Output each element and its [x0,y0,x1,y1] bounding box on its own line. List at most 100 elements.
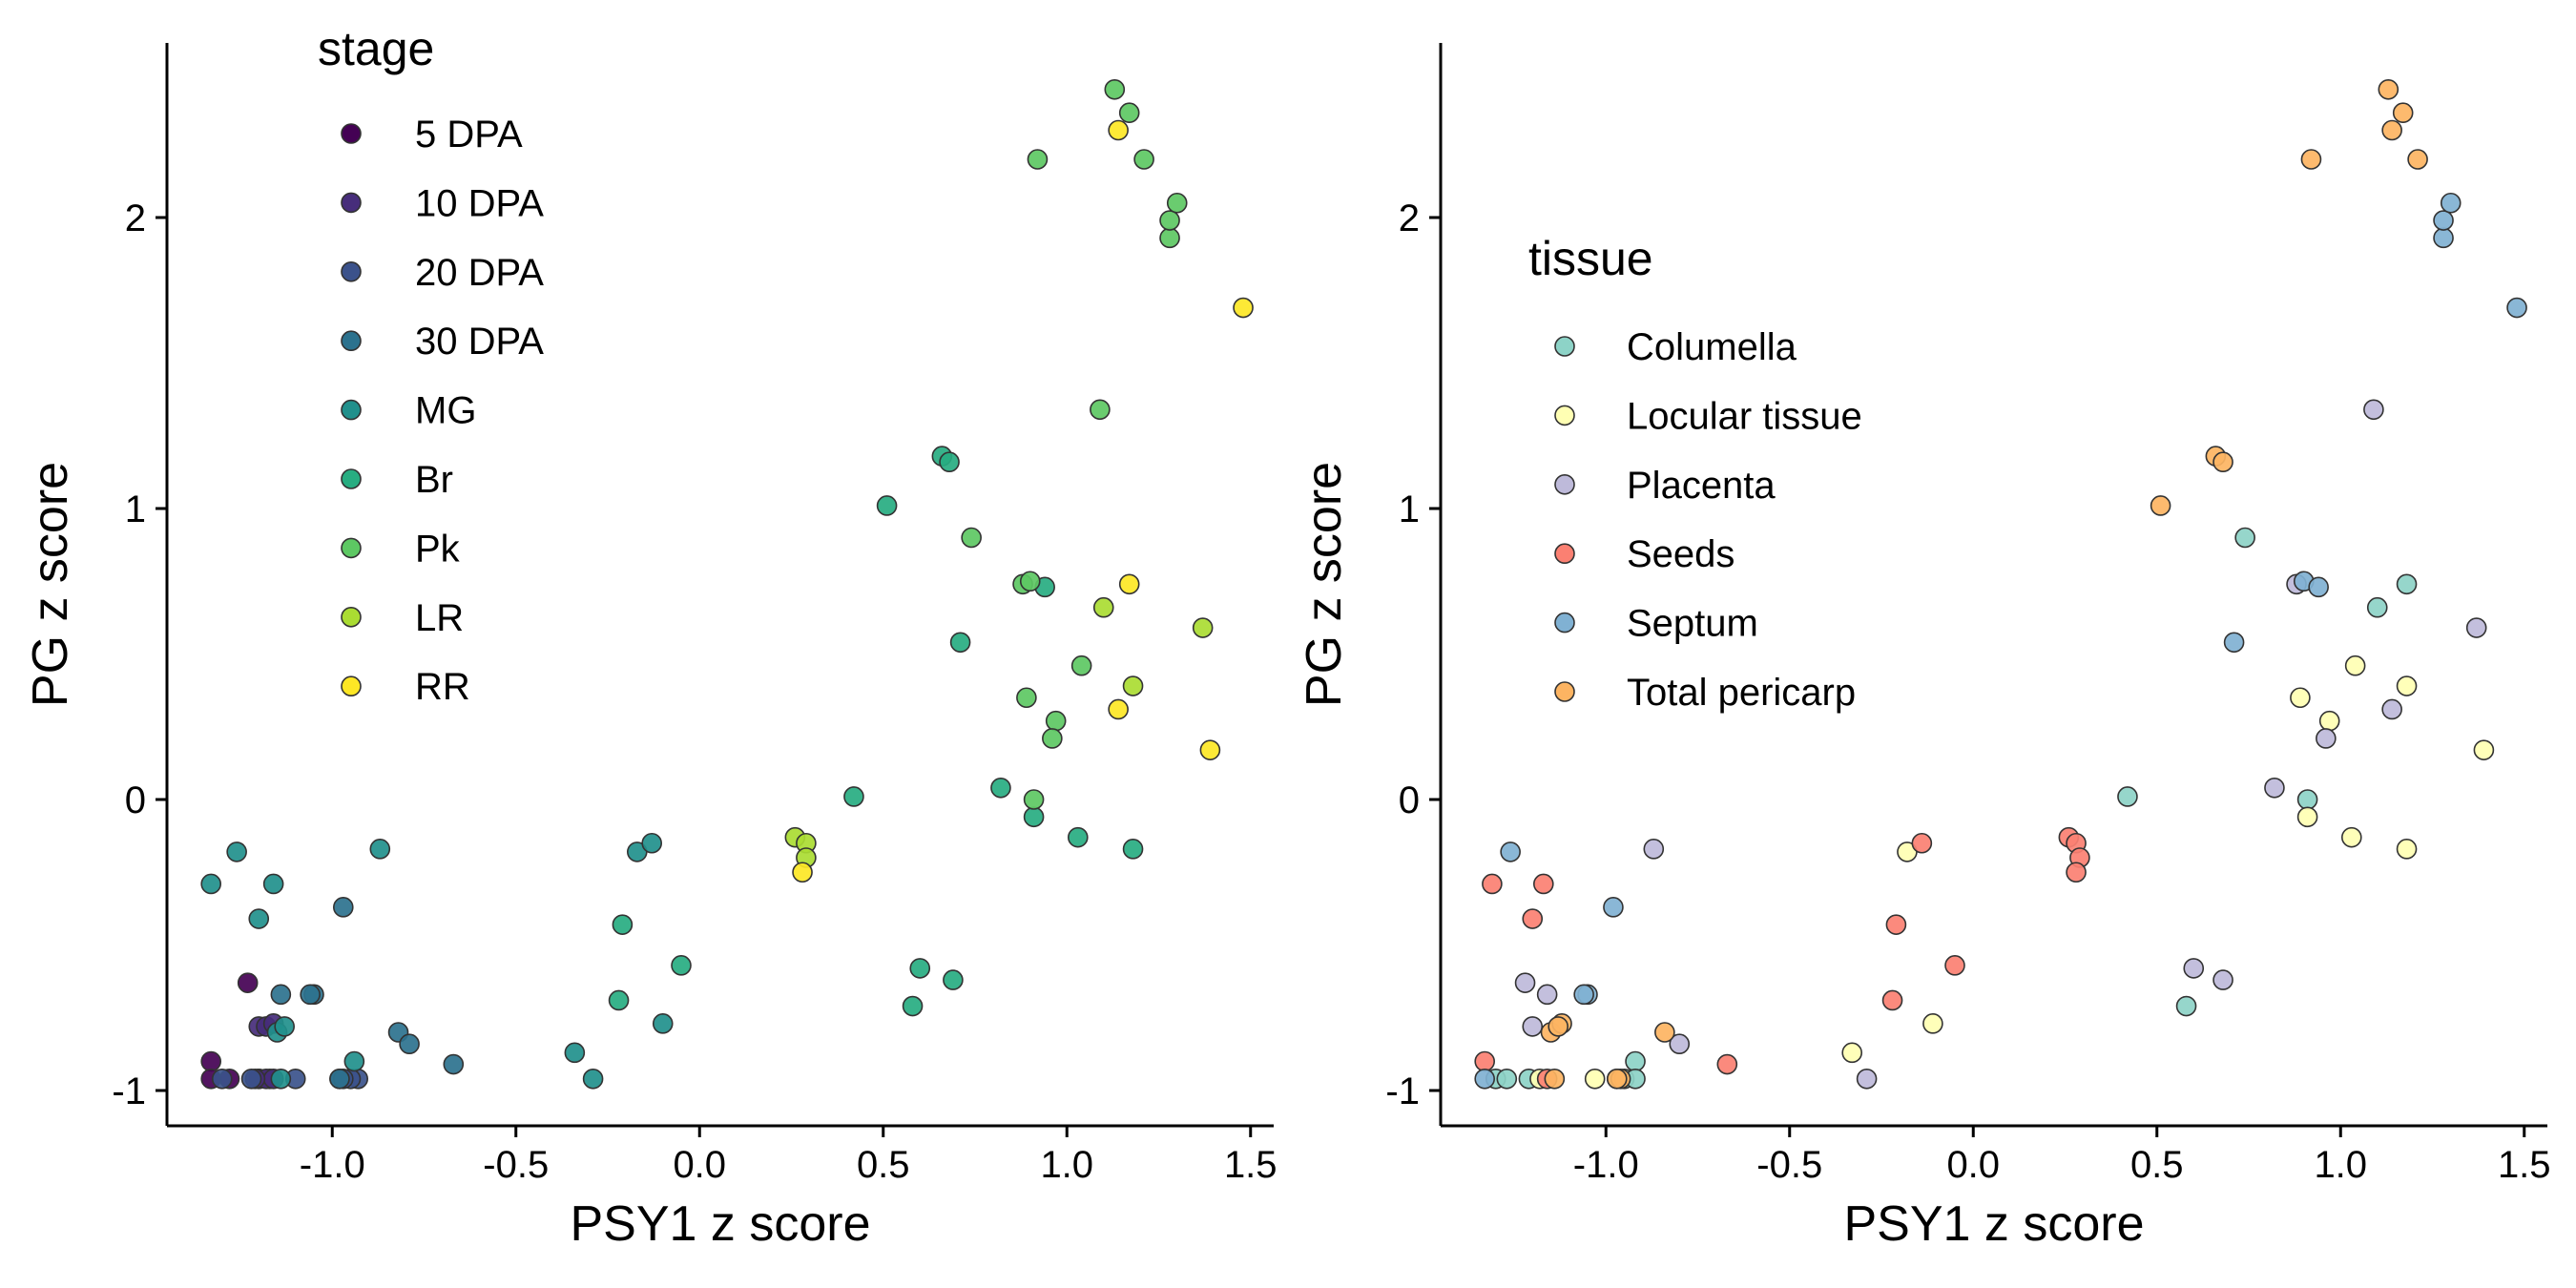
legend-label: 5 DPA [415,114,523,156]
data-point [2296,789,2318,810]
data-point [1159,227,1180,249]
data-point [1166,192,1188,214]
data-point [2150,495,2171,516]
data-point [237,972,259,993]
series-total-pericarp [1540,79,2428,1090]
data-point [2396,675,2418,696]
data-point [2407,149,2428,170]
legend-key [341,399,362,421]
data-point [2300,149,2322,170]
data-point [1625,1050,1646,1072]
series-pk [961,79,1188,810]
data-point [1643,839,1665,860]
data-point [300,984,321,1006]
data-point [1716,1053,1738,1075]
data-point [443,1053,465,1075]
data-point [2316,728,2337,749]
data-point [608,989,630,1011]
data-point [612,914,634,935]
data-point [1090,399,1111,421]
data-point [369,839,391,860]
data-point [582,1069,604,1090]
panel-tissue: -1.0 -0.5 0.0 0.5 1.0 1.5 -1 0 1 2 PSY1 z score PG … [1297,43,2551,1252]
data-point [329,1069,350,1090]
data-point [1514,972,1536,993]
data-point [2264,777,2285,799]
data-point [1122,675,1144,696]
series-locular-tissue [1529,654,2495,1090]
series-seeds [1474,826,2090,1090]
x-tick-label: 1.5 [2498,1144,2551,1186]
data-point [1159,210,1180,231]
data-point [1922,1013,1943,1034]
data-point [1092,596,1114,618]
legend-key [1554,336,1575,357]
data-point [2392,102,2414,123]
legend-label: Seeds [1627,533,1735,575]
legend-key [341,675,362,697]
data-point [1482,873,1503,895]
x-tick-label: 0.5 [857,1144,910,1186]
data-point [990,777,1011,799]
data-point [1199,739,1221,760]
data-point [961,527,982,549]
x-tick-label: 0.0 [673,1144,726,1186]
data-point [226,841,247,862]
data-point [2440,192,2462,214]
data-point [2183,958,2205,979]
data-point [2344,654,2366,676]
legend-label: Br [415,459,453,501]
legend-label: MG [415,390,476,432]
series-rr [792,119,1254,883]
data-point [262,873,284,895]
y-tick-label: 1 [1399,488,1420,530]
data-point [909,958,931,979]
data-point [1496,1069,1518,1090]
legend-label: Septum [1627,603,1758,645]
data-point [1856,1069,1878,1090]
x-tick-label: 0.0 [1946,1144,2000,1186]
legend-key [341,330,362,352]
data-point [200,1050,221,1072]
data-point [652,1013,674,1034]
legend-key [1554,405,1575,426]
legend-title: stage [318,22,434,75]
series-30-dpa [270,897,465,1090]
data-point [248,908,270,929]
x-tick-label: 1.0 [1040,1144,1093,1186]
legend-label: 10 DPA [415,182,544,224]
legend-label: RR [415,666,470,708]
data-point [1500,841,1521,862]
data-point [2290,687,2311,709]
data-point [902,995,924,1017]
series-lr [784,596,1214,868]
y-tick-label: 1 [125,488,146,530]
data-point [671,955,692,976]
data-point [399,1033,420,1054]
data-point [1019,571,1041,592]
data-point [2296,806,2318,828]
data-point [2381,119,2402,141]
legend-key [341,260,362,282]
data-point [1522,908,1544,929]
legend-key [341,468,362,489]
y-tick-label: 0 [1399,779,1420,821]
panel-stage: -1.0 -0.5 0.0 0.5 1.0 1.5 -1 0 1 2 PSY1 z score PG … [23,22,1278,1252]
series-br [608,446,1144,1017]
data-point [1042,728,1063,749]
data-point [2175,995,2197,1017]
data-point [332,897,354,918]
data-point [270,1069,292,1090]
data-point [2223,632,2245,654]
data-point [1536,984,1558,1006]
legend-key [1554,612,1575,634]
data-point [2366,596,2388,618]
legend-key [1554,681,1575,702]
legend-label: Locular tissue [1627,395,1862,437]
data-point [1045,710,1067,732]
data-point [2363,399,2384,421]
data-point [2341,826,2362,848]
data-point [1573,984,1594,1006]
x-tick-label: -1.0 [300,1144,365,1186]
